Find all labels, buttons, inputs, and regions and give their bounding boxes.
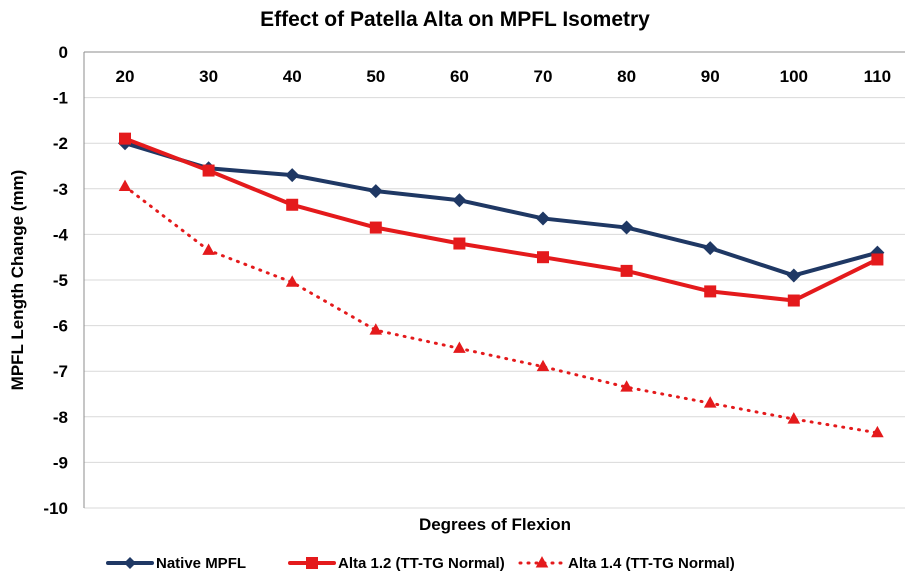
y-tick-label: -5 bbox=[53, 271, 68, 290]
data-point bbox=[704, 285, 717, 298]
data-point bbox=[787, 294, 800, 307]
data-point bbox=[452, 193, 467, 208]
data-point bbox=[202, 243, 215, 255]
x-tick-label: 20 bbox=[116, 67, 135, 86]
legend-item: Alta 1.4 (TT-TG Normal) bbox=[518, 555, 735, 572]
data-point bbox=[871, 253, 884, 266]
y-tick-label: -3 bbox=[53, 180, 68, 199]
x-tick-label: 80 bbox=[617, 67, 636, 86]
y-tick-label: -1 bbox=[53, 89, 68, 108]
data-point bbox=[536, 211, 550, 226]
series-lines bbox=[118, 132, 885, 438]
data-point bbox=[368, 184, 383, 199]
y-tick-label: -4 bbox=[53, 225, 69, 244]
legend: Native MPFL Alta 1.2 (TT-TG Normal) Alta 1… bbox=[106, 555, 735, 572]
data-point bbox=[286, 198, 299, 211]
x-tick-label: 110 bbox=[864, 67, 891, 86]
legend-item: Alta 1.2 (TT-TG Normal) bbox=[288, 555, 505, 572]
x-axis-label: Degrees of Flexion bbox=[419, 515, 571, 534]
series-2 bbox=[119, 132, 884, 307]
data-point bbox=[285, 275, 299, 287]
data-point bbox=[870, 245, 885, 260]
series-line bbox=[123, 141, 880, 278]
x-tick-labels: 20 30 40 50 60 70 80 90 100 110 bbox=[116, 67, 892, 86]
y-tick-labels: 0 -1 -2 -3 -4 -5 -6 -7 -8 -9 -10 bbox=[43, 43, 68, 518]
data-point bbox=[871, 425, 884, 438]
data-point bbox=[537, 251, 549, 264]
data-point bbox=[786, 268, 801, 283]
series-3 bbox=[118, 179, 884, 438]
x-tick-label: 100 bbox=[780, 67, 808, 86]
y-tick-label: -6 bbox=[53, 317, 68, 336]
data-point bbox=[285, 168, 300, 183]
x-tick-label: 90 bbox=[701, 67, 720, 86]
y-tick-label: -8 bbox=[53, 408, 68, 427]
x-tick-label: 60 bbox=[450, 67, 469, 86]
data-point bbox=[703, 396, 717, 408]
data-point bbox=[619, 220, 634, 235]
data-point bbox=[620, 380, 633, 392]
legend-marker bbox=[124, 557, 136, 569]
data-point bbox=[369, 221, 382, 234]
gridlines bbox=[83, 51, 905, 509]
legend-label: Native MPFL bbox=[156, 555, 246, 572]
legend-marker bbox=[306, 557, 318, 569]
series-1 bbox=[118, 136, 885, 283]
legend-marker bbox=[535, 556, 549, 568]
data-point bbox=[119, 132, 131, 145]
y-tick-label: 0 bbox=[59, 43, 68, 62]
legend-label: Alta 1.4 (TT-TG Normal) bbox=[568, 555, 735, 572]
x-tick-label: 30 bbox=[199, 67, 218, 86]
x-tick-label: 70 bbox=[534, 67, 553, 86]
data-point bbox=[536, 359, 550, 372]
y-tick-label: -9 bbox=[53, 453, 68, 472]
y-axis-label: MPFL Length Change (mm) bbox=[8, 170, 27, 391]
y-tick-label: -10 bbox=[43, 499, 68, 518]
data-point bbox=[453, 341, 466, 353]
data-point bbox=[453, 237, 466, 250]
series-line bbox=[123, 136, 880, 303]
data-point bbox=[703, 241, 718, 256]
data-point bbox=[620, 264, 633, 277]
y-tick-label: -2 bbox=[53, 134, 68, 153]
data-point bbox=[202, 164, 215, 177]
chart-title: Effect of Patella Alta on MPFL Isometry bbox=[260, 8, 650, 31]
data-point bbox=[118, 179, 132, 192]
legend-label: Alta 1.2 (TT-TG Normal) bbox=[338, 555, 505, 572]
y-tick-label: -7 bbox=[53, 362, 68, 381]
series-line bbox=[123, 185, 879, 435]
x-tick-label: 40 bbox=[283, 67, 302, 86]
data-point bbox=[369, 323, 383, 335]
x-tick-label: 50 bbox=[366, 67, 385, 86]
legend-item: Native MPFL bbox=[106, 555, 246, 572]
data-point bbox=[787, 412, 801, 424]
